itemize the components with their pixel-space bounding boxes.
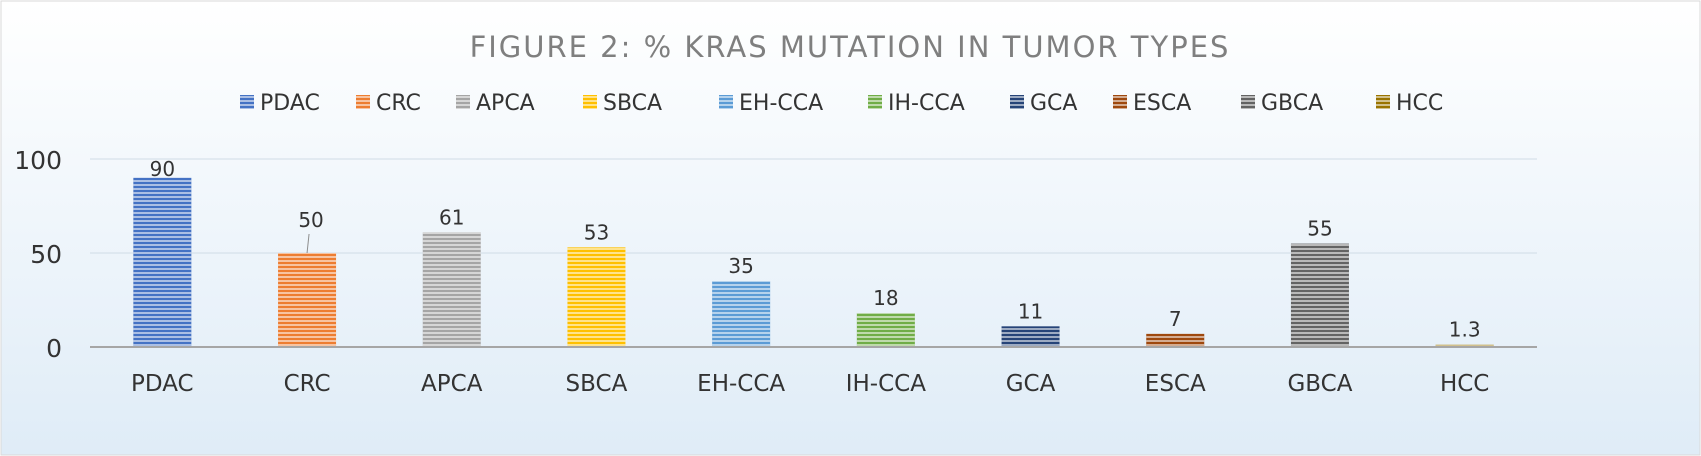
y-tick-label: 0 xyxy=(46,334,62,363)
bar-stripes xyxy=(1435,344,1494,347)
bar-gbca xyxy=(1290,243,1349,347)
data-label: 18 xyxy=(873,286,898,310)
legend-label: PDAC xyxy=(260,91,320,116)
legend-swatch-stripes xyxy=(1241,95,1255,109)
x-tick-label: ESCA xyxy=(1145,371,1206,397)
chart-title: FIGURE 2: % KRAS MUTATION IN TUMOR TYPES xyxy=(470,30,1231,64)
legend-label: APCA xyxy=(476,91,535,116)
legend-label: IH-CCA xyxy=(888,91,965,116)
legend-item-crc: CRC xyxy=(356,91,421,116)
bar-pdac xyxy=(133,177,192,347)
data-label: 55 xyxy=(1307,217,1332,241)
bar-eh-cca xyxy=(712,281,771,347)
x-tick-label: HCC xyxy=(1440,371,1489,397)
bar-stripes xyxy=(856,313,915,347)
legend-swatch-stripes xyxy=(1113,95,1127,109)
bars xyxy=(133,177,1494,347)
data-label: 50 xyxy=(298,208,323,232)
bar-apca xyxy=(422,232,481,347)
legend-label: GCA xyxy=(1030,91,1077,116)
data-label: 53 xyxy=(584,220,609,244)
x-tick-label: CRC xyxy=(284,371,331,397)
legend-item-eh-cca: EH-CCA xyxy=(719,91,823,116)
legend: PDAC CRC APCA SBCA EH-CCA IH-CCA GCA ESCA GBCA HC… xyxy=(240,91,1443,116)
legend-label: EH-CCA xyxy=(739,91,823,116)
bar-stripes xyxy=(712,281,771,347)
bar-stripes xyxy=(1001,326,1060,347)
bar-stripes xyxy=(1146,333,1205,347)
y-axis: 0 50 100 xyxy=(14,146,62,363)
legend-item-apca: APCA xyxy=(456,91,535,116)
legend-swatch-stripes xyxy=(240,95,254,109)
bar-stripes xyxy=(278,253,337,347)
bar-stripes xyxy=(133,177,192,347)
legend-swatch-stripes xyxy=(719,95,733,109)
legend-swatch-stripes xyxy=(356,95,370,109)
bar-hcc xyxy=(1435,344,1494,347)
leader-line xyxy=(306,233,310,254)
x-axis: PDAC CRC APCA SBCA EH-CCA IH-CCA GCA ESCA GBCA HC… xyxy=(90,346,1537,397)
bar-stripes xyxy=(1290,243,1349,347)
data-label: 35 xyxy=(728,254,753,278)
bar-stripes xyxy=(567,247,626,347)
x-tick-label: GCA xyxy=(1006,371,1056,397)
legend-label: HCC xyxy=(1396,91,1443,116)
legend-swatch-stripes xyxy=(868,95,882,109)
legend-item-gca: GCA xyxy=(1010,91,1077,116)
legend-item-sbca: SBCA xyxy=(583,91,662,116)
bar-sbca xyxy=(567,247,626,347)
legend-swatch-stripes xyxy=(456,95,470,109)
data-labels: 90 50 61 53 35 18 11 7 55 1.3 xyxy=(150,157,1481,342)
x-tick-label: GBCA xyxy=(1287,371,1352,397)
x-tick-label: PDAC xyxy=(131,371,194,397)
legend-item-pdac: PDAC xyxy=(240,91,320,116)
legend-item-hcc: HCC xyxy=(1376,91,1443,116)
legend-label: CRC xyxy=(376,91,421,116)
bar-stripes xyxy=(422,232,481,347)
data-label: 90 xyxy=(150,157,175,181)
legend-swatch-stripes xyxy=(583,95,597,109)
legend-swatch-stripes xyxy=(1010,95,1024,109)
bar-esca xyxy=(1146,333,1205,347)
data-label: 11 xyxy=(1018,299,1043,323)
y-tick-label: 100 xyxy=(14,146,62,175)
legend-item-esca: ESCA xyxy=(1113,91,1191,116)
data-label: 1.3 xyxy=(1449,318,1481,342)
legend-item-ih-cca: IH-CCA xyxy=(868,91,965,116)
bar-gca xyxy=(1001,326,1060,347)
bar-crc xyxy=(278,253,337,347)
legend-label: GBCA xyxy=(1261,91,1323,116)
bar-ih-cca xyxy=(856,313,915,347)
legend-swatch-stripes xyxy=(1376,95,1390,109)
x-tick-label: IH-CCA xyxy=(846,371,926,397)
legend-item-gbca: GBCA xyxy=(1241,91,1323,116)
x-tick-label: SBCA xyxy=(566,371,628,397)
x-tick-label: APCA xyxy=(421,371,483,397)
data-label: 61 xyxy=(439,205,464,229)
data-label: 7 xyxy=(1169,307,1182,331)
legend-label: ESCA xyxy=(1133,91,1191,116)
y-tick-label: 50 xyxy=(30,240,62,269)
x-tick-label: EH-CCA xyxy=(697,371,785,397)
legend-label: SBCA xyxy=(603,91,662,116)
